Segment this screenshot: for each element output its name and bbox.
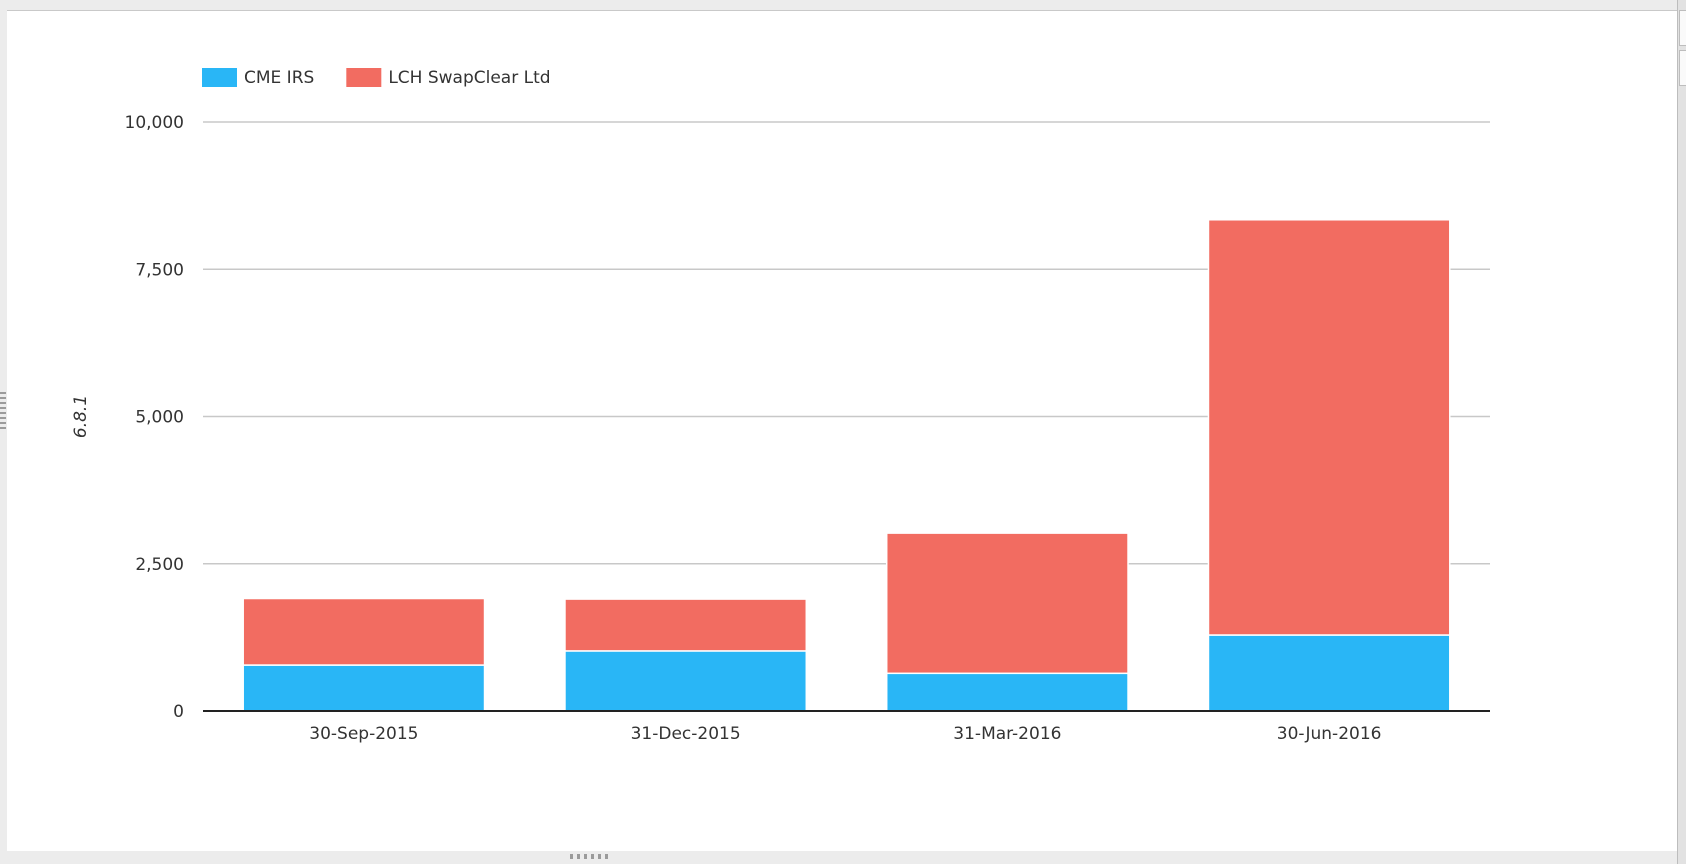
x-tick-label: 30-Sep-2015 [309, 724, 418, 744]
y-axis-title: 6.8.1 [71, 395, 91, 438]
bar-lch-swapclear-2 [885, 532, 1129, 675]
bar-cme-irs-3 [1207, 634, 1451, 712]
y-axis-ticks: 0 2,500 5,000 7,500 10,000 [125, 113, 184, 722]
x-tick-label: 31-Mar-2016 [953, 724, 1061, 744]
x-tick-label: 30-Jun-2016 [1277, 724, 1382, 744]
legend-label: LCH SwapClear Ltd [388, 68, 550, 88]
legend: CME IRS LCH SwapClear Ltd [202, 68, 551, 88]
bar-lch-swapclear-0 [242, 597, 486, 666]
y-tick-label: 0 [173, 702, 184, 722]
right-panel-tab[interactable] [1679, 10, 1686, 46]
legend-swatch [346, 68, 382, 87]
left-resize-handle[interactable] [0, 392, 6, 432]
bar-cme-irs-0 [242, 664, 486, 712]
bars [242, 219, 1451, 712]
legend-swatch [202, 68, 237, 87]
bottom-resize-handle[interactable] [570, 854, 610, 859]
x-tick-label: 31-Dec-2015 [631, 724, 741, 744]
right-panel-tab[interactable] [1679, 50, 1686, 86]
bar-cme-irs-1 [564, 650, 808, 712]
y-tick-label: 7,500 [135, 260, 184, 280]
bar-lch-swapclear-1 [564, 598, 808, 652]
legend-label: CME IRS [244, 68, 314, 88]
x-axis-ticks: 30-Sep-2015 31-Dec-2015 31-Mar-2016 30-Jun-… [309, 724, 1381, 744]
y-tick-label: 10,000 [125, 113, 184, 133]
bar-cme-irs-2 [885, 672, 1129, 712]
right-scrollbar[interactable] [1677, 0, 1686, 864]
y-tick-label: 2,500 [135, 555, 184, 575]
bar-lch-swapclear-3 [1207, 219, 1451, 636]
y-tick-label: 5,000 [135, 408, 184, 428]
